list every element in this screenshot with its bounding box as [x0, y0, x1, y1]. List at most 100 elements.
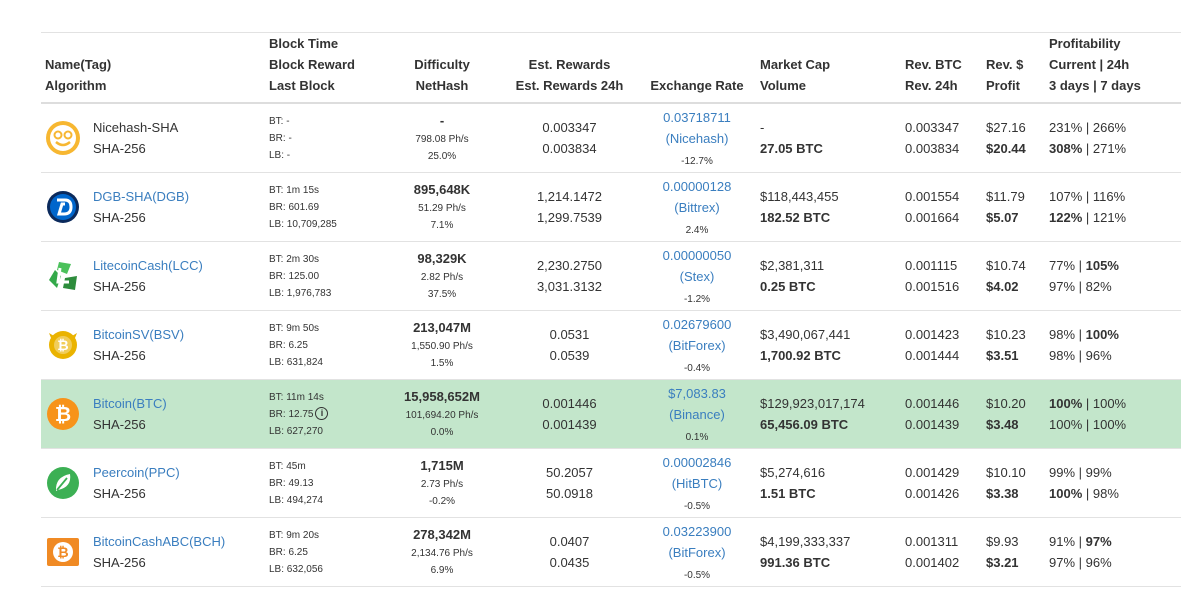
table-row[interactable]: Nicehash-SHA SHA-256 BT: - BR: - LB: - -… [41, 103, 1181, 173]
exchange-name-link[interactable]: (Binance) [669, 406, 725, 422]
table-row[interactable]: Peercoin(PPC) SHA-256 BT: 45m BR: 49.13 … [41, 448, 1181, 518]
cell-block: BT: - BR: - LB: - [265, 103, 383, 173]
header-exchange-rate[interactable]: Exchange Rate [638, 32, 756, 104]
rev-usd: $9.93 [986, 534, 1019, 549]
rate-change: -0.4% [683, 362, 711, 374]
cell-rev-btc: 0.001115 0.001516 [901, 241, 982, 311]
coin-name-link[interactable]: DGB-SHA(DGB) [93, 189, 190, 204]
exchange-name-link[interactable]: (Stex) [679, 268, 715, 284]
coin-name-link[interactable]: Peercoin(PPC) [93, 465, 180, 480]
exchange-rate-link[interactable]: 0.03223900 [662, 523, 732, 539]
block-reward: BR: 49.13 [269, 477, 314, 489]
header-rev-usd[interactable]: Rev. $ Profit [982, 32, 1045, 104]
header-market-cap[interactable]: Market Cap Volume [756, 32, 901, 104]
table-row[interactable]: DGB-SHA(DGB) SHA-256 BT: 1m 15s BR: 601.… [41, 172, 1181, 242]
header-rewards[interactable]: Est. Rewards Est. Rewards 24h [501, 32, 638, 104]
coin-name-link[interactable]: Bitcoin(BTC) [93, 396, 167, 411]
table-row[interactable]: ₿ BitcoinSV(BSV) SHA-256 BT: 9m 50s BR: … [41, 310, 1181, 380]
profit-current-24h: 99% | 99% [1049, 465, 1112, 480]
profit-3d-7d: 122% | 121% [1049, 210, 1127, 225]
market-cap: - [760, 120, 765, 135]
cell-difficulty: 278,342M 2,134.76 Ph/s 6.9% [383, 517, 501, 587]
cell-exchange-rate: 0.00000050 (Stex) -1.2% [638, 241, 756, 311]
info-icon[interactable]: i [315, 407, 329, 421]
est-rewards: 2,230.2750 [536, 258, 603, 273]
market-cap: $118,443,455 [760, 189, 839, 204]
coin-name-link[interactable]: BitcoinCashABC(BCH) [93, 534, 226, 549]
cell-name: ₿ BitcoinCashABC(BCH) SHA-256 [41, 517, 265, 587]
cell-profitability: 98% | 100% 98% | 96% [1045, 310, 1181, 380]
profit-3d-7d: 100% | 100% [1049, 417, 1127, 432]
mining-table: Name(Tag) Algorithm Block Time Block Rewar… [41, 32, 1181, 587]
nethash-value: 51.29 Ph/s [418, 203, 466, 214]
peercoin-icon [45, 465, 81, 501]
header-rev-btc[interactable]: Rev. BTC Rev. 24h [901, 32, 982, 104]
cell-block: BT: 1m 15s BR: 601.69 LB: 10,709,285 [265, 172, 383, 242]
last-block: LB: 627,270 [269, 425, 323, 437]
table-row[interactable]: ₿ Bitcoin(BTC) SHA-256 BT: 11m 14s BR: 1… [41, 379, 1181, 449]
profit-current-24h: 91% | 97% [1049, 534, 1112, 549]
rate-change: 2.4% [685, 224, 709, 236]
cell-profitability: 91% | 97% 97% | 96% [1045, 517, 1181, 587]
est-rewards: 0.003347 [542, 120, 597, 135]
coin-algorithm: SHA-256 [93, 348, 146, 363]
cell-rewards: 50.2057 50.0918 [501, 448, 638, 518]
coin-name-link[interactable]: BitcoinSV(BSV) [93, 327, 185, 342]
difficulty-value: 895,648K [413, 182, 471, 197]
table-row[interactable]: LitecoinCash(LCC) SHA-256 BT: 2m 30s BR:… [41, 241, 1181, 311]
last-block: LB: - [269, 149, 291, 161]
nethash-value: 1,550.90 Ph/s [411, 341, 473, 352]
cell-difficulty: 15,958,652M 101,694.20 Ph/s 0.0% [383, 379, 501, 449]
cell-rev-btc: 0.001446 0.001439 [901, 379, 982, 449]
market-cap: $129,923,017,174 [760, 396, 865, 411]
exchange-name-link[interactable]: (Bittrex) [674, 199, 720, 215]
exchange-rate-link[interactable]: 0.00000128 [662, 178, 732, 194]
block-time: BT: 9m 20s [269, 529, 320, 541]
cell-profitability: 107% | 116% 122% | 121% [1045, 172, 1181, 242]
rev-24h: 0.001439 [905, 417, 960, 432]
cell-rev-usd: $9.93 $3.21 [982, 517, 1045, 587]
cell-rev-usd: $27.16 $20.44 [982, 103, 1045, 173]
cell-rev-btc: 0.001429 0.001426 [901, 448, 982, 518]
profit: $5.07 [986, 210, 1019, 225]
header-difficulty[interactable]: Difficulty NetHash [383, 32, 501, 104]
profit-current-24h: 98% | 100% [1049, 327, 1119, 342]
profit-current-24h: 77% | 105% [1049, 258, 1119, 273]
coin-algorithm: SHA-256 [93, 141, 146, 156]
exchange-name-link[interactable]: (BitForex) [668, 544, 726, 560]
rev-usd: $10.10 [986, 465, 1026, 480]
cell-difficulty: 895,648K 51.29 Ph/s 7.1% [383, 172, 501, 242]
exchange-rate-link[interactable]: 0.02679600 [662, 316, 732, 332]
block-time: BT: 1m 15s [269, 184, 320, 196]
last-block: LB: 494,274 [269, 494, 323, 506]
svg-text:₿: ₿ [57, 545, 68, 561]
cell-exchange-rate: 0.00000128 (Bittrex) 2.4% [638, 172, 756, 242]
coin-name-link[interactable]: Nicehash-SHA [93, 120, 179, 135]
difficulty-change: -0.2% [428, 496, 456, 507]
est-rewards-24h: 1,299.7539 [536, 210, 603, 225]
exchange-rate-link[interactable]: $7,083.83 [668, 385, 726, 401]
cell-rev-btc: 0.001311 0.001402 [901, 517, 982, 587]
exchange-rate-link[interactable]: 0.03718711 [663, 109, 731, 125]
table-row[interactable]: ₿ BitcoinCashABC(BCH) SHA-256 BT: 9m 20s… [41, 517, 1181, 587]
est-rewards-24h: 0.0539 [549, 348, 590, 363]
exchange-name-link[interactable]: (HitBTC) [671, 475, 723, 491]
rate-change: -0.5% [683, 500, 711, 512]
cell-rewards: 2,230.2750 3,031.3132 [501, 241, 638, 311]
table-header: Name(Tag) Algorithm Block Time Block Rewar… [41, 32, 1181, 104]
cell-rewards: 0.001446 0.001439 [501, 379, 638, 449]
exchange-name-link[interactable]: (Nicehash) [665, 130, 729, 146]
est-rewards-24h: 3,031.3132 [536, 279, 603, 294]
exchange-name-link[interactable]: (BitForex) [668, 337, 726, 353]
cell-block: BT: 45m BR: 49.13 LB: 494,274 [265, 448, 383, 518]
cell-name: LitecoinCash(LCC) SHA-256 [41, 241, 265, 311]
coin-name-link[interactable]: LitecoinCash(LCC) [93, 258, 203, 273]
header-profitability[interactable]: Profitability Current | 24h 3 days | 7 day… [1045, 32, 1181, 104]
rate-change: -12.7% [681, 155, 713, 167]
exchange-rate-link[interactable]: 0.00002846 [662, 454, 732, 470]
header-name[interactable]: Name(Tag) Algorithm [41, 32, 265, 104]
exchange-rate-link[interactable]: 0.00000050 [662, 247, 732, 263]
rev-usd: $27.16 [986, 120, 1026, 135]
header-block[interactable]: Block Time Block Reward Last Block [265, 32, 383, 104]
cell-profitability: 231% | 266% 308% | 271% [1045, 103, 1181, 173]
